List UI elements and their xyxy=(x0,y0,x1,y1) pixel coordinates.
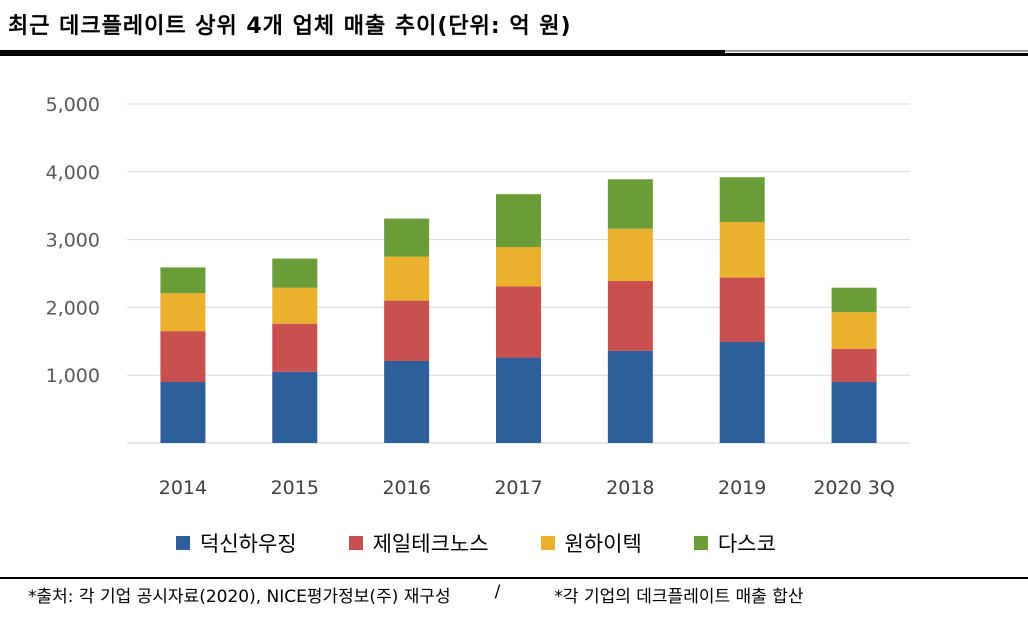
bar-segment xyxy=(607,228,653,281)
bar-segment xyxy=(831,312,877,349)
legend-item: 덕신하우징 xyxy=(176,528,297,558)
legend-label: 다스코 xyxy=(717,532,776,556)
bar-segment xyxy=(496,286,541,358)
bar-segment xyxy=(384,218,430,257)
x-tick-label: 2020 3Q xyxy=(813,477,894,499)
bar-segment xyxy=(384,300,430,361)
y-tick-label: 4,000 xyxy=(46,162,100,184)
y-tick-label: 3,000 xyxy=(46,230,100,252)
bar-segment xyxy=(272,371,318,443)
bar-segment xyxy=(160,381,206,443)
bar-segment xyxy=(272,258,318,288)
legend-label: 덕신하우징 xyxy=(200,532,297,556)
x-tick-label: 2017 xyxy=(494,477,542,499)
source-note: *출처: 각 기업 공시자료(2020), NICE평가정보(주) 재구성 xyxy=(28,587,451,607)
bar-segment xyxy=(831,348,877,382)
legend-label: 제일테크노스 xyxy=(372,532,489,556)
bar-segment xyxy=(384,360,430,443)
y-tick-label: 1,000 xyxy=(46,365,100,387)
bar-segment xyxy=(719,277,765,342)
footer: *출처: 각 기업 공시자료(2020), NICE평가정보(주) 재구성 / … xyxy=(28,582,1018,607)
x-tick-label: 2016 xyxy=(382,477,430,499)
bar-segment xyxy=(160,293,206,332)
bar-segment xyxy=(496,194,541,248)
chart-legend: 덕신하우징 제일테크노스 원하이텍 다스코 xyxy=(176,528,776,558)
title-divider-tail xyxy=(725,50,1028,56)
x-tick-label: 2018 xyxy=(606,477,654,499)
x-tick-label: 2014 xyxy=(159,477,207,499)
legend-swatch xyxy=(176,536,190,550)
bar-segment xyxy=(160,267,206,294)
stacked-bar-chart: 1,000 2,000 3,000 4,000 5,000 2014 2015 2016 201… xyxy=(46,94,910,499)
x-tick-label: 2019 xyxy=(718,477,766,499)
legend-label: 원하이텍 xyxy=(564,532,642,556)
bar-segment xyxy=(719,221,765,278)
legend-item: 원하이텍 xyxy=(540,528,642,558)
bar-segment xyxy=(496,247,541,287)
bar-segment xyxy=(607,280,653,351)
legend-swatch xyxy=(540,536,555,550)
page-title: 최근 데크플레이트 상위 4개 업체 매출 추이(단위: 억 원) xyxy=(8,14,572,39)
y-tick-label: 2,000 xyxy=(46,297,100,319)
bar-segment xyxy=(607,350,653,443)
legend-item: 제일테크노스 xyxy=(348,528,489,558)
legend-swatch xyxy=(693,536,708,550)
y-tick-label: 5,000 xyxy=(46,94,100,116)
aggregation-note: *각 기업의 데크플레이트 매출 합산 xyxy=(554,587,804,607)
footer-separator: / xyxy=(494,582,501,602)
bar-segment xyxy=(272,287,318,324)
legend-item: 다스코 xyxy=(693,528,776,558)
bar-segment xyxy=(719,341,765,443)
bar-segment xyxy=(160,331,206,382)
legend-swatch xyxy=(348,536,363,550)
bar-segment xyxy=(719,177,765,222)
title-divider xyxy=(0,50,725,56)
bar-segment xyxy=(831,287,877,313)
bar-segment xyxy=(831,381,877,443)
x-tick-label: 2015 xyxy=(271,477,319,499)
bar-segment xyxy=(272,323,318,372)
bar-segment xyxy=(607,179,653,229)
footer-divider xyxy=(0,577,1028,579)
bar-segment xyxy=(384,256,430,301)
bar-segment xyxy=(496,357,541,443)
